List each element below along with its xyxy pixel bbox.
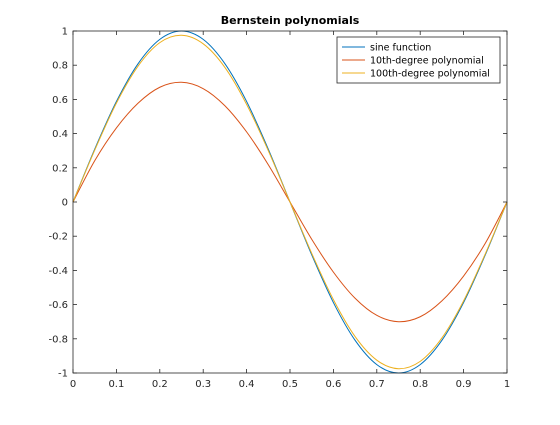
y-tick-label: 0.6 <box>52 95 68 106</box>
y-tick-label: 0 <box>62 198 68 209</box>
legend-label: 10th-degree polynomial <box>370 55 484 66</box>
y-axis: 1 0.8 0.6 0.4 0.2 0 -0.2 -0.4 -0.6 -0.8 -1 <box>48 27 507 380</box>
x-tick-label: 0.2 <box>152 379 168 390</box>
y-tick-label: 0.8 <box>52 61 68 72</box>
x-tick-label: 0.4 <box>239 379 255 390</box>
legend-label: 100th-degree polynomial <box>370 68 490 79</box>
x-axis: 0 0.1 0.2 0.3 0.4 0.5 0.6 0.7 0.8 0.9 1 <box>70 31 510 390</box>
x-tick-label: 0.9 <box>456 379 472 390</box>
y-tick-label: -0.6 <box>48 300 68 311</box>
x-tick-label: 0.5 <box>282 379 298 390</box>
legend: sine function 10th-degree polynomial 100th… <box>336 36 501 84</box>
x-tick-label: 0.6 <box>325 379 341 390</box>
y-tick-label: 1 <box>62 27 68 38</box>
legend-label: sine function <box>370 42 431 53</box>
y-tick-label: -0.2 <box>48 232 68 243</box>
x-tick-label: 0.1 <box>108 379 124 390</box>
x-tick-label: 0.8 <box>412 379 428 390</box>
x-tick-label: 1 <box>504 379 510 390</box>
chart-title: Bernstein polynomials <box>221 14 360 27</box>
x-tick-label: 0.7 <box>369 379 385 390</box>
x-tick-label: 0 <box>70 379 76 390</box>
y-tick-label: 0.2 <box>52 163 68 174</box>
x-tick-label: 0.3 <box>195 379 211 390</box>
series-line-3 <box>72 34 508 370</box>
y-tick-label: -0.8 <box>48 334 68 345</box>
y-tick-label: -1 <box>58 369 68 380</box>
y-tick-label: 0.4 <box>52 129 68 140</box>
series-layer <box>72 30 508 374</box>
y-tick-label: -0.4 <box>48 266 68 277</box>
